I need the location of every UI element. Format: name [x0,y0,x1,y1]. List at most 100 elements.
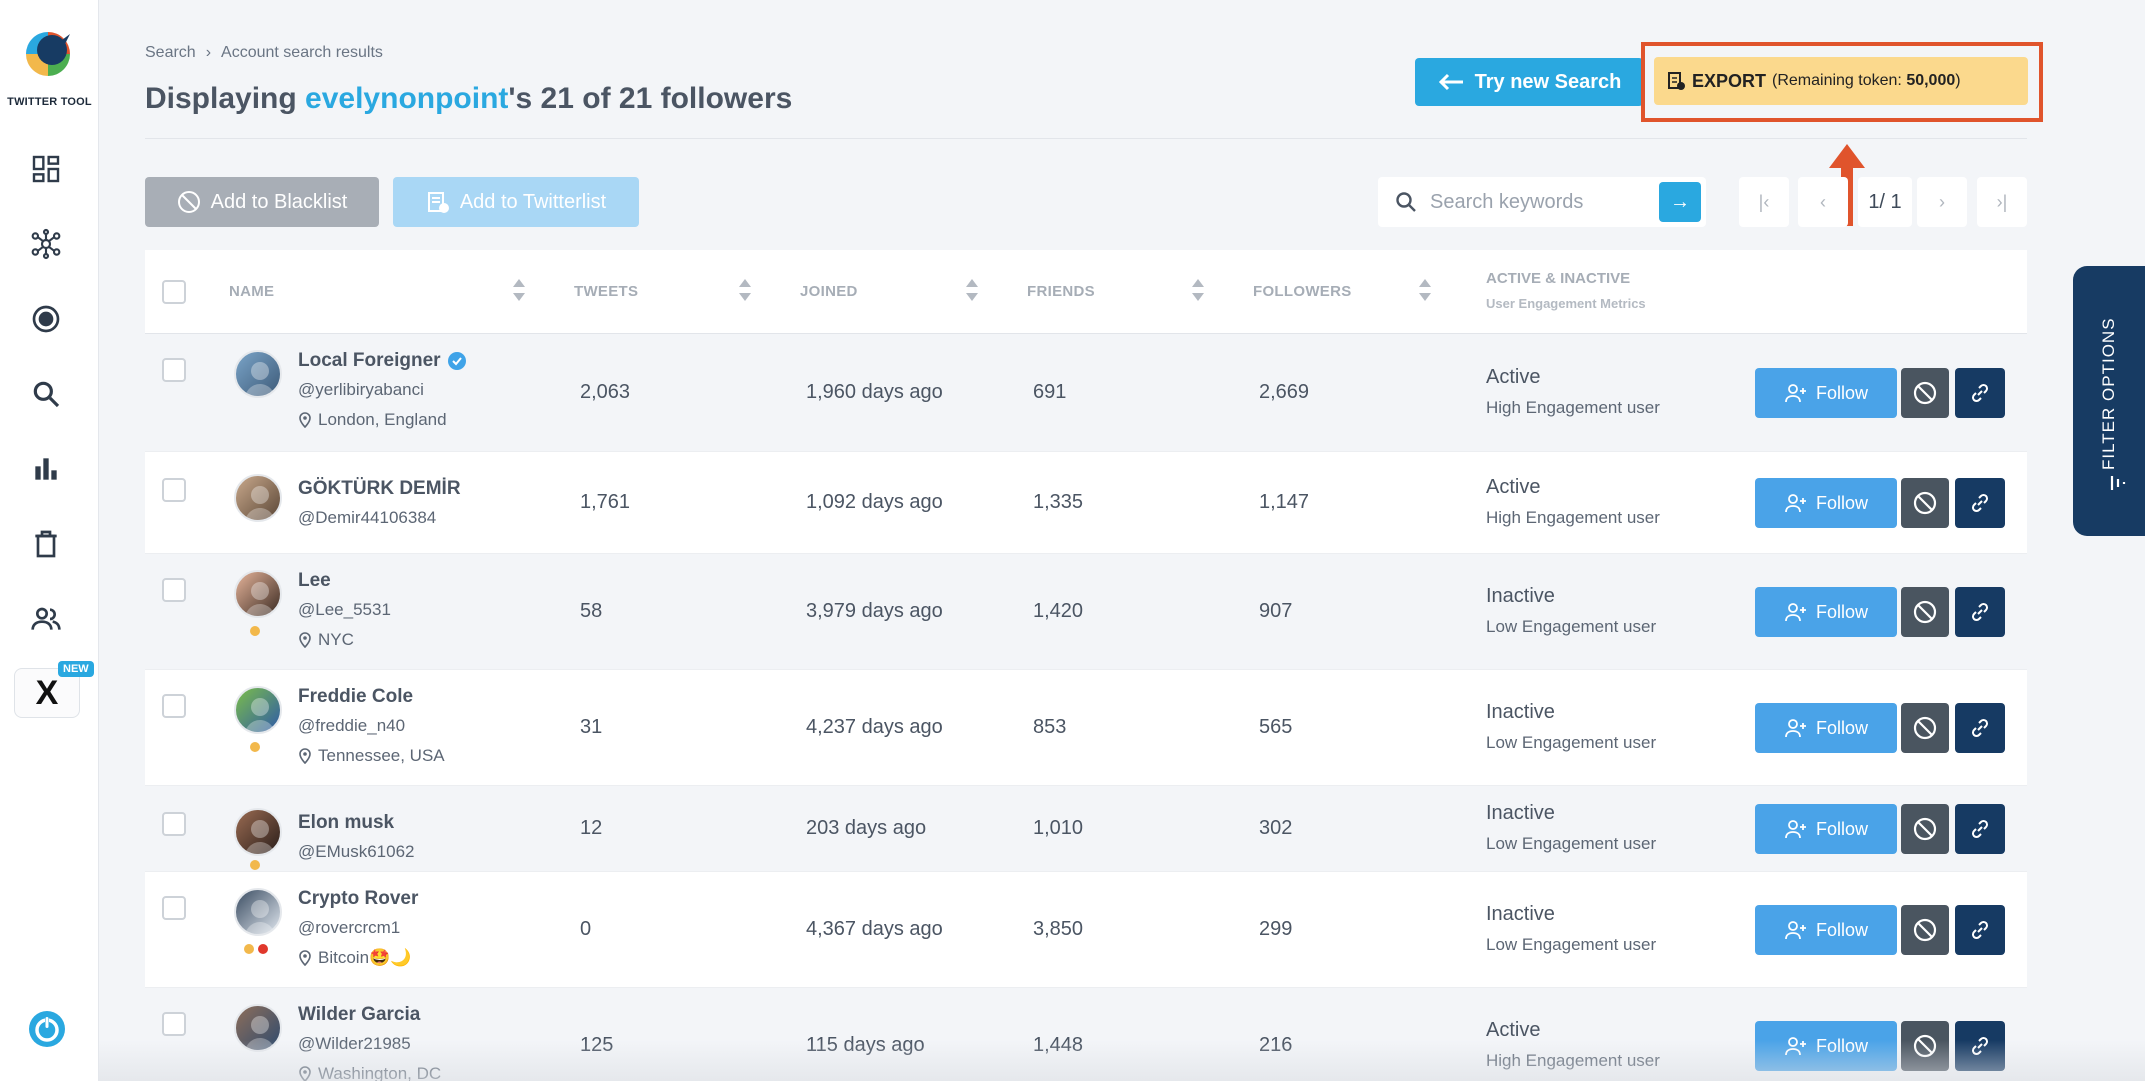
arrow-left-icon [1438,73,1463,91]
block-icon [1913,491,1937,515]
block-button[interactable] [1901,703,1949,753]
user-name[interactable]: Lee [298,570,331,592]
row-checkbox[interactable] [162,578,186,602]
status-dot [250,626,260,636]
profile-link-button[interactable] [1955,804,2005,854]
pager-next-button[interactable]: › [1917,177,1967,227]
profile-link-button[interactable] [1955,478,2005,528]
block-button[interactable] [1901,478,1949,528]
breadcrumb-search[interactable]: Search [145,44,196,61]
status-dot [258,944,268,954]
user-name[interactable]: GÖKTÜRK DEMİR [298,478,461,500]
search-keywords-input[interactable] [1430,190,1650,214]
filter-options-tab[interactable] [2073,266,2145,536]
joined-value: 1,960 days ago [806,381,943,403]
user-name[interactable]: Freddie Cole [298,686,413,708]
profile-link-button[interactable] [1955,587,2005,637]
activity-status: Inactive [1486,585,1555,607]
user-name[interactable]: Local Foreigner [298,350,467,372]
pager-last-button[interactable]: ›| [1977,177,2027,227]
block-button[interactable] [1901,1021,1949,1071]
follow-button[interactable]: Follow [1755,703,1897,753]
network-icon[interactable] [27,225,65,263]
row-checkbox[interactable] [162,694,186,718]
header-followers[interactable]: FOLLOWERS [1253,283,1352,300]
power-icon[interactable] [27,1009,67,1049]
title-prefix: Displaying [145,82,306,115]
table-row: Freddie Cole @freddie_n40 Tennessee, USA 31… [145,670,2027,786]
title-username[interactable]: evelynonpoint [305,82,509,115]
profile-link-button[interactable] [1955,368,2005,418]
follow-button[interactable]: Follow [1755,804,1897,854]
radar-icon[interactable] [27,300,65,338]
header-joined[interactable]: JOINED [800,283,858,300]
user-name[interactable]: Wilder Garcia [298,1004,420,1026]
profile-link-button[interactable] [1955,703,2005,753]
engagement-level: Low Engagement user [1486,733,1657,752]
add-to-twitterlist-button[interactable]: Add to Twitterlist [393,177,639,227]
breadcrumb-current: Account search results [221,44,383,61]
export-button[interactable]: EXPORT (Remaining token: 50,000) [1654,57,2028,105]
profile-link-button[interactable] [1955,1021,2005,1071]
profile-link-button[interactable] [1955,905,2005,955]
follow-label: Follow [1815,601,1868,622]
try-new-search-label: Try new Search [1474,70,1622,93]
bar-chart-icon[interactable] [27,450,65,488]
sort-icon[interactable] [738,277,752,303]
header-friends[interactable]: FRIENDS [1027,283,1095,300]
add-user-icon [1785,1037,1806,1056]
select-all-checkbox[interactable] [162,280,186,304]
follow-button[interactable]: Follow [1755,1021,1897,1071]
export-token-suffix: ) [1955,72,1961,89]
trash-icon[interactable] [27,525,65,563]
user-location-text: London, England [318,410,447,429]
user-name-text: Elon musk [298,812,395,833]
avatar[interactable] [234,1004,282,1052]
follow-button[interactable]: Follow [1755,587,1897,637]
add-user-icon [1785,384,1806,403]
users-icon[interactable] [27,600,65,638]
title-suffix: 's 21 of 21 followers [508,82,793,115]
avatar[interactable] [234,570,282,618]
avatar[interactable] [234,474,282,522]
header-name[interactable]: NAME [229,283,275,300]
user-handle: @Demir44106384 [298,508,437,527]
row-checkbox[interactable] [162,478,186,502]
row-checkbox[interactable] [162,1012,186,1036]
engagement-level: High Engagement user [1486,508,1660,527]
sort-icon[interactable] [965,277,979,303]
dashboard-icon[interactable] [27,150,65,188]
row-checkbox[interactable] [162,812,186,836]
follow-button[interactable]: Follow [1755,478,1897,528]
block-button[interactable] [1901,368,1949,418]
engagement-level: Low Engagement user [1486,834,1657,853]
sort-icon[interactable] [512,277,526,303]
sort-icon[interactable] [1418,277,1432,303]
row-checkbox[interactable] [162,358,186,382]
block-button[interactable] [1901,804,1949,854]
row-checkbox[interactable] [162,896,186,920]
follow-label: Follow [1815,382,1868,403]
table-row: Wilder Garcia @Wilder21985 Washington, DC 1… [145,988,2027,1081]
pager-first-button[interactable]: |‹ [1739,177,1789,227]
follow-button[interactable]: Follow [1755,368,1897,418]
try-new-search-button[interactable]: Try new Search [1415,58,1643,106]
pager-prev-button[interactable]: ‹ [1798,177,1848,227]
avatar[interactable] [234,350,282,398]
block-button[interactable] [1901,587,1949,637]
add-to-blacklist-button[interactable]: Add to Blacklist [145,177,379,227]
followers-table: NAME TWEETS JOINED FRIENDS FOLLOWERS ACT… [145,250,2027,1081]
search-submit-button[interactable]: → [1659,182,1701,222]
avatar[interactable] [234,888,282,936]
new-badge: NEW [58,661,94,677]
header-tweets[interactable]: TWEETS [574,283,639,300]
avatar[interactable] [234,808,282,856]
user-name[interactable]: Elon musk [298,812,394,834]
followers-count: 907 [1259,600,1293,622]
follow-button[interactable]: Follow [1755,905,1897,955]
user-name[interactable]: Crypto Rover [298,888,418,910]
search-icon[interactable] [27,375,65,413]
sort-icon[interactable] [1191,277,1205,303]
avatar[interactable] [234,686,282,734]
block-button[interactable] [1901,905,1949,955]
